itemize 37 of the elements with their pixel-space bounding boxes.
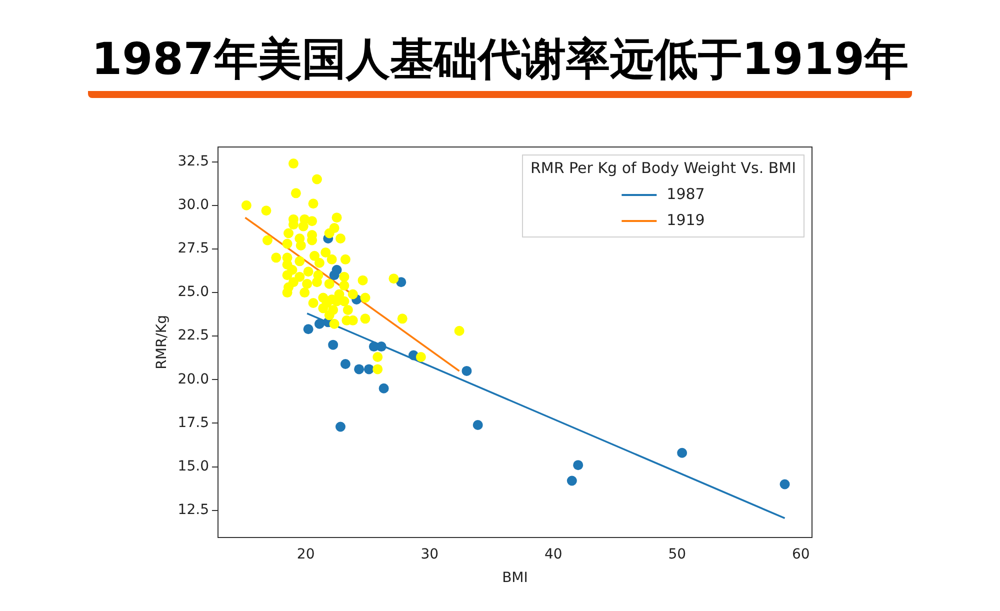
point: [677, 448, 688, 458]
point: [335, 422, 346, 432]
y-axis-title: RMR/Kg: [154, 315, 170, 370]
chart-title: 1987年美国人基础代谢率远低于1919年: [88, 30, 912, 98]
point: [376, 342, 386, 352]
x-axis-title: BMI: [502, 570, 528, 586]
point: [472, 420, 483, 430]
x-tick-label: 40: [544, 546, 562, 562]
x-tick-label: 60: [792, 546, 810, 562]
point: [364, 364, 374, 374]
y-tick-label: 12.5: [178, 502, 209, 518]
point: [378, 383, 389, 394]
point: [314, 318, 324, 329]
legend-label: 1987: [666, 184, 705, 203]
y-tick-label: 22.5: [178, 328, 209, 344]
y-tick-label: 25.0: [178, 284, 209, 300]
point: [462, 366, 472, 376]
y-tick-label: 27.5: [178, 240, 209, 257]
point: [780, 479, 790, 490]
point: [328, 340, 338, 350]
x-tick-label: 30: [420, 546, 439, 562]
point: [340, 358, 350, 369]
point: [329, 270, 340, 280]
point: [566, 476, 577, 486]
legend-label: 1919: [666, 210, 705, 229]
y-tick-label: 15.0: [178, 458, 209, 474]
legend-title: RMR Per Kg of Body Weight Vs. BMI: [530, 158, 796, 177]
point: [354, 364, 364, 374]
x-tick-label: 20: [296, 546, 315, 562]
y-tick-label: 30.0: [178, 197, 209, 214]
y-tick-label: 20.0: [178, 371, 209, 388]
point: [303, 324, 314, 334]
point: [573, 460, 584, 470]
y-tick-label: 17.5: [178, 414, 209, 431]
point: [396, 277, 406, 288]
x-tick-label: 50: [668, 546, 686, 562]
y-tick-label: 32.5: [178, 153, 209, 170]
